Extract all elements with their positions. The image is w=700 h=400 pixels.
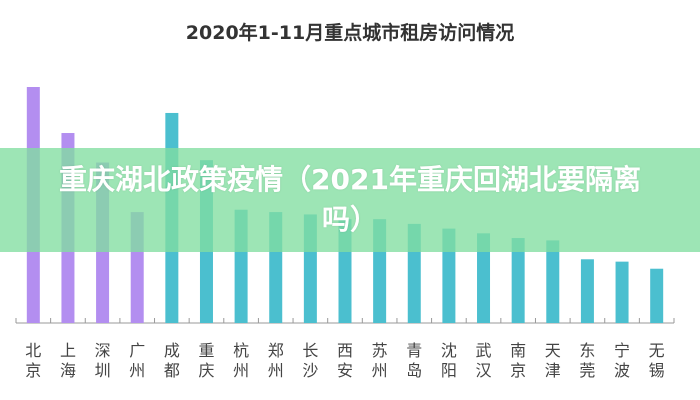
x-tick-label: 东: [579, 341, 595, 360]
x-tick-label: 州: [233, 361, 249, 380]
x-tick-label: 汉: [476, 361, 492, 380]
x-tick-label: 京: [25, 361, 41, 380]
x-tick-label: 安: [337, 361, 353, 380]
x-tick-label: 天: [545, 341, 561, 360]
x-tick-label: 海: [60, 361, 76, 380]
x-tick-label: 州: [372, 361, 388, 380]
x-tick-label: 锡: [649, 361, 665, 380]
x-tick-label: 无: [649, 341, 665, 360]
x-tick-label: 津: [545, 361, 561, 380]
x-tick-label: 岛: [406, 361, 422, 380]
x-tick-label: 成: [164, 341, 180, 360]
bar-宁波: [615, 261, 629, 323]
x-tick-label: 广: [129, 341, 145, 360]
x-tick-label: 宁: [614, 341, 630, 360]
x-tick-label: 苏: [372, 341, 388, 360]
x-tick-label: 深: [95, 341, 111, 360]
bar-武汉: [477, 233, 491, 323]
x-tick-label: 郑: [268, 341, 284, 360]
x-tick-label: 西: [337, 341, 353, 360]
x-tick-label: 北: [25, 341, 41, 360]
bar-东莞: [580, 259, 594, 323]
bar-无锡: [650, 268, 664, 323]
bar-南京: [511, 238, 525, 323]
x-tick-label: 青: [406, 341, 422, 360]
x-tick-label: 沙: [302, 361, 318, 380]
bar-天津: [546, 240, 560, 323]
x-tick-label: 京: [510, 361, 526, 380]
x-tick-label: 波: [614, 361, 630, 380]
x-tick-label: 圳: [95, 361, 111, 380]
x-tick-label: 莞: [579, 361, 595, 380]
chart-title: 2020年1-11月重点城市租房访问情况: [185, 22, 515, 44]
x-tick-label: 沈: [441, 341, 457, 360]
x-tick-label: 州: [129, 361, 145, 380]
x-tick-label: 长: [302, 341, 318, 360]
x-tick-label: 杭: [233, 341, 249, 360]
x-tick-label: 武: [476, 341, 492, 360]
x-tick-label: 庆: [198, 361, 214, 380]
x-tick-label: 南: [510, 341, 526, 360]
banner-title: 重庆湖北政策疫情（2021年重庆回湖北要隔离吗）: [59, 163, 641, 236]
overlay-banner: 重庆湖北政策疫情（2021年重庆回湖北要隔离吗）: [0, 148, 700, 252]
x-tick-label: 上: [60, 341, 76, 360]
x-tick-label: 重: [198, 341, 214, 360]
x-tick-label: 都: [164, 361, 180, 380]
x-tick-label: 阳: [441, 361, 457, 380]
bar-沈阳: [442, 228, 456, 323]
x-tick-label: 州: [268, 361, 284, 380]
